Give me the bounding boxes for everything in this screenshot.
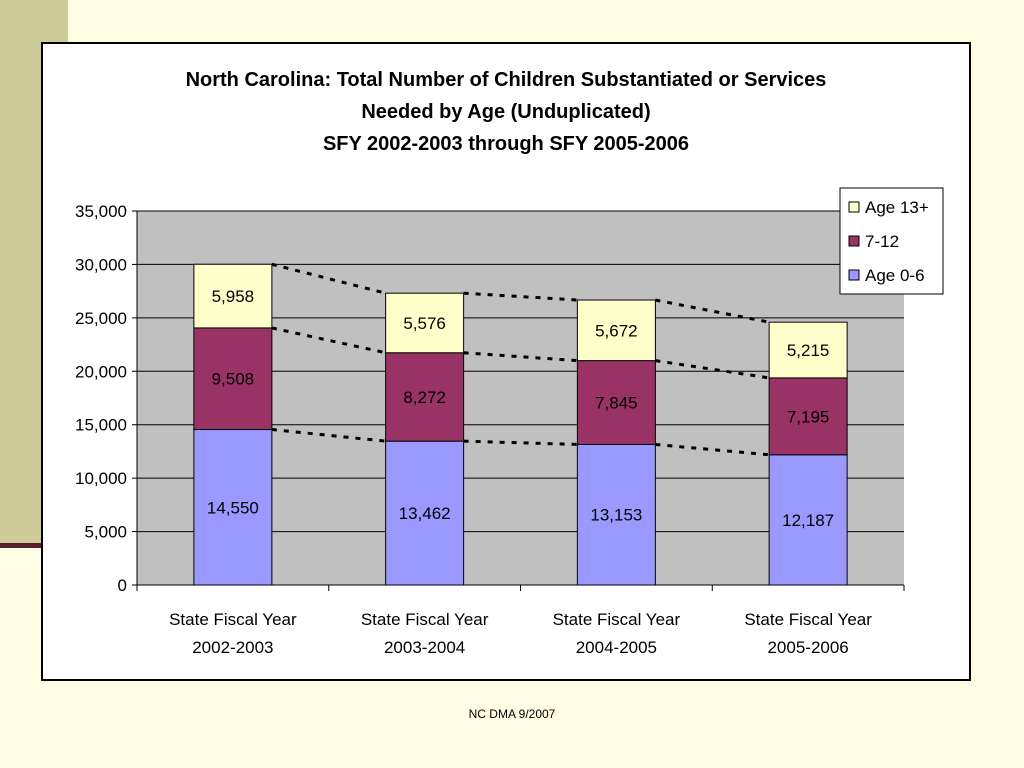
legend-label: 7-12 bbox=[865, 232, 899, 251]
chart-title-line: SFY 2002-2003 through SFY 2005-2006 bbox=[323, 133, 689, 155]
bar-segment bbox=[576, 360, 656, 445]
bar-segment bbox=[385, 352, 465, 442]
x-tick-label: 2004-2005 bbox=[576, 638, 657, 657]
stacked-bar-chart: North Carolina: Total Number of Children… bbox=[75, 69, 944, 657]
y-tick-label: 25,000 bbox=[75, 309, 127, 328]
data-label: 9,508 bbox=[212, 370, 255, 389]
legend: Age 13+ 7-12 Age 0-6 bbox=[839, 187, 944, 295]
y-tick-label: 10,000 bbox=[75, 469, 127, 488]
data-label: 7,195 bbox=[787, 407, 830, 426]
x-tick-label: 2003-2004 bbox=[384, 638, 465, 657]
x-tick-label: State Fiscal Year bbox=[553, 610, 681, 629]
y-tick-label: 15,000 bbox=[75, 416, 127, 435]
series-connector-lines bbox=[271, 262, 770, 457]
y-tick-label: 30,000 bbox=[75, 255, 127, 274]
legend-swatch bbox=[848, 269, 860, 281]
data-label: 13,153 bbox=[590, 506, 642, 525]
series-connector-line bbox=[271, 262, 386, 295]
bar-segment bbox=[385, 440, 465, 586]
data-label: 5,576 bbox=[403, 314, 446, 333]
chart-title-line: Needed by Age (Unduplicated) bbox=[361, 101, 650, 123]
bar-segment bbox=[768, 377, 848, 456]
legend-swatch bbox=[848, 235, 860, 247]
chart-title-line: North Carolina: Total Number of Children… bbox=[186, 69, 827, 91]
chart-title: North Carolina: Total Number of Children… bbox=[186, 69, 827, 155]
axes: 0 5,000 10,000 15,000 20,000 25,000 30,000 35,0… bbox=[75, 202, 905, 657]
y-tick-label: 0 bbox=[118, 576, 127, 595]
y-tick-label: 5,000 bbox=[84, 523, 127, 542]
data-label: 8,272 bbox=[403, 388, 446, 407]
legend-label: Age 13+ bbox=[865, 198, 929, 217]
x-tick-label: State Fiscal Year bbox=[169, 610, 297, 629]
data-label: 14,550 bbox=[207, 498, 259, 517]
data-label: 5,672 bbox=[595, 321, 638, 340]
legend-label: Age 0-6 bbox=[865, 266, 925, 285]
legend-swatch bbox=[848, 201, 860, 213]
data-label: 7,845 bbox=[595, 394, 638, 413]
bar-segment bbox=[385, 292, 465, 354]
bars: 14,550 9,508 5,958 13,462 8,272 5,576 13,153 7,… bbox=[193, 263, 848, 586]
slide-accent-rule bbox=[0, 543, 42, 548]
bar-segment bbox=[768, 454, 848, 586]
source-note: NC DMA 9/2007 bbox=[468, 707, 556, 721]
x-tick-label: State Fiscal Year bbox=[744, 610, 872, 629]
series-connector-line bbox=[271, 326, 386, 355]
data-label: 5,215 bbox=[787, 341, 830, 360]
x-tick-label: State Fiscal Year bbox=[361, 610, 489, 629]
data-label: 5,958 bbox=[212, 287, 255, 306]
bar-segment bbox=[576, 299, 656, 362]
x-tick-label: 2002-2003 bbox=[192, 638, 273, 657]
bar-segment bbox=[193, 263, 273, 329]
data-label: 12,187 bbox=[782, 511, 834, 530]
bar-segment bbox=[193, 327, 273, 431]
bar-segment bbox=[768, 321, 848, 379]
series-connector-line bbox=[655, 298, 770, 324]
data-label: 13,462 bbox=[399, 504, 451, 523]
y-tick-label: 20,000 bbox=[75, 362, 127, 381]
x-tick-label: 2005-2006 bbox=[767, 638, 848, 657]
bar-segment bbox=[576, 443, 656, 586]
chart-frame: North Carolina: Total Number of Children… bbox=[41, 42, 971, 681]
bar-segment bbox=[193, 429, 273, 586]
y-tick-label: 35,000 bbox=[75, 202, 127, 221]
